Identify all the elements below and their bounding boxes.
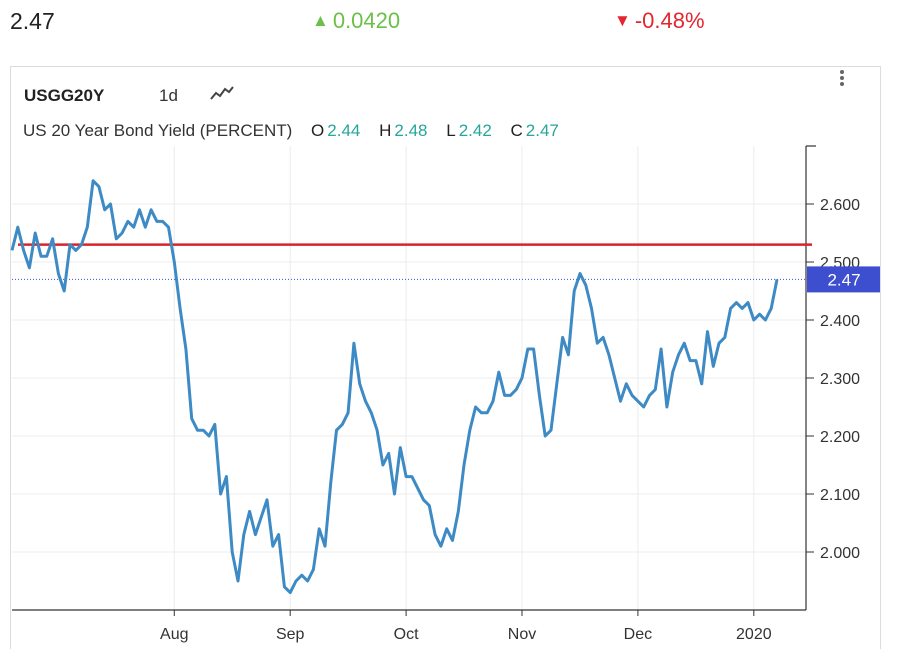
percent-change: ▼ -0.48% [614,8,705,34]
triangle-down-icon: ▼ [614,11,631,30]
x-tick-label: Oct [394,626,419,643]
more-vertical-icon[interactable] [836,70,848,92]
last-price: 2.47 [10,8,55,34]
interval-selector[interactable]: 1d [159,86,178,105]
x-tick-label: Dec [624,626,652,643]
open-label: O [311,121,325,140]
y-tick-label: 2.400 [820,313,860,330]
close-value: 2.47 [525,121,559,140]
y-tick-label: 2.200 [820,429,860,446]
open-value: 2.44 [327,121,361,140]
y-tick-label: 2.000 [820,545,860,562]
y-tick-label: 2.600 [820,197,860,214]
percent-change-value: -0.48% [634,8,705,33]
x-tick-label: Sep [276,626,305,643]
x-tick-label: Aug [160,626,188,643]
triangle-up-icon: ▲ [312,11,329,30]
y-tick-label: 2.300 [820,371,860,388]
last-price-badge [807,266,880,293]
last-price-badge-label: 2.47 [827,270,860,289]
x-tick-label: Nov [508,626,536,643]
ticker-symbol[interactable]: USGG20Y [24,86,105,105]
quote-header: 2.47 ▲ 0.0420 ▼ -0.48% [0,0,899,44]
chart-panel [10,66,881,649]
high-label: H [379,121,392,140]
y-tick-label: 2.100 [820,487,860,504]
low-value: 2.42 [458,121,492,140]
yield-series-line [10,179,779,595]
series-title: US 20 Year Bond Yield (PERCENT) [23,121,293,140]
high-value: 2.48 [394,121,428,140]
x-tick-label: 2020 [736,626,772,643]
price-change-value: 0.0420 [332,8,401,33]
line-chart-icon[interactable] [210,84,234,107]
price-change: ▲ 0.0420 [312,8,400,34]
low-label: L [446,121,456,140]
close-label: C [510,121,523,140]
